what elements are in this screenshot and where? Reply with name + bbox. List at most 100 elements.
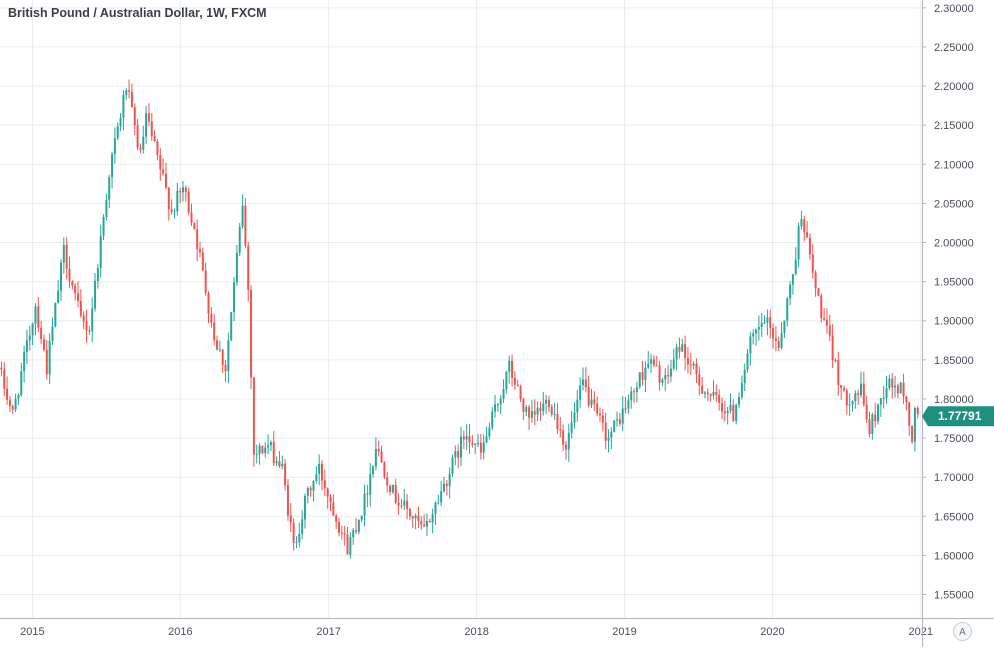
candle-body-up	[871, 414, 874, 434]
candle-body-down	[817, 288, 820, 296]
candle-body-down	[130, 91, 133, 108]
candle-body-down	[338, 521, 341, 533]
y-tick-label: 2.25000	[934, 42, 974, 54]
candle-body-up	[482, 442, 485, 453]
candle-body-up	[630, 391, 633, 401]
candle-body-down	[261, 445, 264, 454]
candle-body-up	[173, 211, 176, 213]
y-tick-label: 1.60000	[934, 550, 974, 562]
x-tick-label: 2019	[612, 626, 636, 638]
candle-body-up	[62, 244, 65, 263]
auto-scale-button[interactable]: A	[953, 622, 972, 641]
candle-body-down	[411, 516, 414, 519]
candle-body-down	[596, 403, 599, 414]
candle-body-up	[616, 419, 619, 421]
candle-body-down	[164, 173, 167, 188]
candle-body-up	[34, 306, 37, 324]
candle-body-down	[216, 340, 219, 350]
candle-body-down	[6, 388, 9, 400]
candle-body-down	[213, 322, 216, 341]
candle-body-down	[533, 411, 536, 415]
candle-body-up	[791, 274, 794, 285]
candle-body-up	[14, 398, 17, 410]
candle-body-down	[562, 430, 565, 445]
candle-body-down	[65, 244, 68, 269]
candle-body-down	[587, 387, 590, 406]
grid-lines	[0, 0, 922, 618]
candle-body-down	[462, 436, 465, 440]
candle-body-up	[502, 389, 505, 399]
candle-body-up	[485, 436, 488, 443]
candle-body-down	[423, 524, 426, 527]
candle-body-up	[142, 136, 145, 150]
candle-body-down	[868, 419, 871, 434]
candle-body-down	[204, 270, 207, 294]
candle-body-up	[96, 268, 99, 281]
candle-body-down	[0, 367, 3, 370]
candle-body-up	[525, 407, 528, 412]
candle-body-down	[468, 436, 471, 443]
candle-body-up	[434, 502, 437, 515]
candle-body-up	[661, 379, 664, 383]
candle-body-up	[780, 333, 783, 348]
candle-body-up	[241, 205, 244, 227]
candlestick-series	[0, 79, 919, 559]
candle-body-down	[559, 429, 562, 431]
candle-body-down	[593, 399, 596, 404]
candle-body-up	[635, 387, 638, 393]
candle-body-down	[340, 532, 343, 534]
candle-body-down	[292, 522, 295, 543]
candle-body-up	[306, 488, 309, 496]
candle-body-up	[499, 398, 502, 405]
candle-body-down	[905, 396, 908, 403]
candle-body-up	[879, 398, 882, 405]
candle-body-up	[536, 407, 539, 415]
candle-body-down	[445, 483, 448, 487]
candle-body-down	[210, 313, 213, 323]
candle-body-down	[556, 413, 559, 430]
candle-body-down	[831, 335, 834, 361]
candle-body-down	[471, 442, 474, 445]
candle-body-down	[908, 402, 911, 426]
candle-body-down	[911, 425, 914, 442]
candle-body-up	[465, 436, 468, 440]
candle-body-down	[406, 500, 409, 510]
candle-body-down	[698, 373, 701, 386]
candle-body-up	[760, 322, 763, 328]
candle-body-up	[281, 463, 284, 467]
candle-body-down	[332, 502, 335, 516]
candle-body-up	[848, 404, 851, 406]
candle-body-up	[621, 408, 624, 424]
candle-body-up	[888, 378, 891, 389]
candle-body-up	[425, 520, 428, 527]
candle-body-up	[579, 385, 582, 400]
candle-body-down	[400, 505, 403, 507]
candle-body-down	[320, 463, 323, 481]
candle-body-up	[111, 154, 114, 178]
candle-body-down	[715, 392, 718, 395]
candle-body-down	[641, 372, 644, 380]
candle-body-up	[102, 216, 105, 236]
y-tick-label: 2.20000	[934, 81, 974, 93]
y-tick-label: 2.30000	[934, 3, 974, 15]
candle-body-down	[221, 349, 224, 365]
candle-body-up	[403, 500, 406, 506]
candle-body-down	[706, 392, 709, 394]
candle-body-down	[564, 444, 567, 450]
candle-body-up	[894, 385, 897, 388]
candle-body-up	[505, 371, 508, 390]
candle-body-up	[613, 420, 616, 432]
candle-body-up	[545, 399, 548, 404]
candle-body-up	[749, 336, 752, 354]
candle-body-down	[862, 383, 865, 405]
candle-body-up	[644, 367, 647, 380]
candle-body-up	[374, 449, 377, 467]
candle-body-down	[457, 451, 460, 458]
candle-body-down	[720, 402, 723, 412]
candle-body-down	[40, 327, 43, 340]
candle-body-up	[681, 344, 684, 352]
candle-body-up	[349, 537, 352, 555]
